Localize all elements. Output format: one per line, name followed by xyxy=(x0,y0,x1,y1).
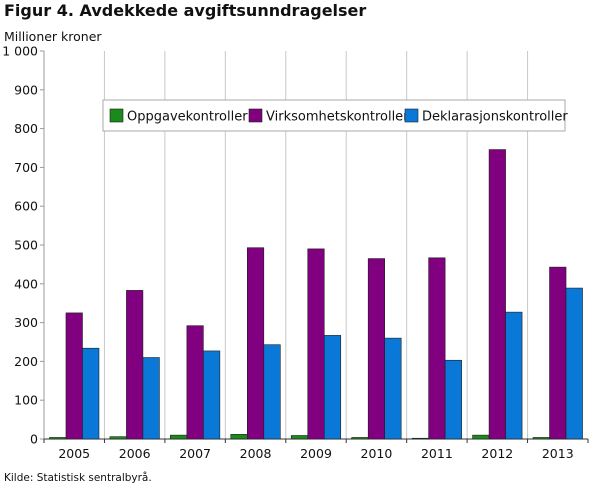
legend-swatch-virksomhetskontroller xyxy=(248,108,263,123)
x-tick-label: 2012 xyxy=(481,446,513,461)
bar-deklarasjonskontroller-2009 xyxy=(323,335,342,440)
bar-oppgavekontroller-2013 xyxy=(532,437,550,440)
y-tick-label: 1 000 xyxy=(2,44,38,59)
bar-deklarasjonskontroller-2008 xyxy=(263,344,281,440)
x-tick-label: 2009 xyxy=(300,446,332,461)
legend-label-deklarasjonskontroller: Deklarasjonskontroller xyxy=(422,110,568,125)
x-tick-label: 2005 xyxy=(58,446,90,461)
bars xyxy=(49,149,583,440)
y-axis-unit-label: Millioner kroner xyxy=(4,29,102,44)
source-note: Kilde: Statistisk sentralbyrå. xyxy=(4,472,152,484)
bar-virksomhetskontroller-2011 xyxy=(428,257,446,440)
legend: Oppgavekontroller Virksomhetskontroller De… xyxy=(102,99,568,132)
bar-deklarasjonskontroller-2010 xyxy=(384,337,402,440)
bar-virksomhetskontroller-2009 xyxy=(307,248,325,440)
x-tick-label: 2013 xyxy=(542,446,574,461)
legend-label-oppgavekontroller: Oppgavekontroller xyxy=(127,110,248,125)
bar-deklarasjonskontroller-2011 xyxy=(444,359,462,440)
x-tick-label: 2006 xyxy=(119,446,151,461)
bar-deklarasjonskontroller-2005 xyxy=(82,347,100,440)
legend-box xyxy=(102,99,566,132)
bar-oppgavekontroller-2007 xyxy=(170,434,188,440)
legend-swatch-oppgavekontroller xyxy=(109,108,124,123)
bar-virksomhetskontroller-2008 xyxy=(247,247,265,440)
bar-virksomhetskontroller-2005 xyxy=(65,312,83,440)
y-tick-label: 0 xyxy=(30,432,38,447)
bar-virksomhetskontroller-2010 xyxy=(367,258,385,440)
bar-virksomhetskontroller-2007 xyxy=(186,325,204,440)
bar-oppgavekontroller-2008 xyxy=(230,434,248,440)
x-tick-label: 2010 xyxy=(361,446,393,461)
x-tick-label: 2008 xyxy=(240,446,272,461)
chart-title: Figur 4. Avdekkede avgiftsunndragelser xyxy=(4,1,367,20)
y-tick-label: 200 xyxy=(14,354,38,369)
bar-oppgavekontroller-2011 xyxy=(411,437,429,440)
bar-deklarasjonskontroller-2007 xyxy=(203,350,221,440)
bar-virksomhetskontroller-2012 xyxy=(488,149,506,440)
y-tick-label: 300 xyxy=(14,315,38,330)
y-tick-label: 900 xyxy=(14,82,38,97)
bar-oppgavekontroller-2005 xyxy=(49,437,67,440)
bar-deklarasjonskontroller-2013 xyxy=(565,287,583,440)
y-tick-label: 100 xyxy=(14,393,38,408)
y-tick-label: 400 xyxy=(14,276,38,291)
legend-swatch-deklarasjonskontroller xyxy=(404,108,419,123)
bar-virksomhetskontroller-2006 xyxy=(126,290,144,440)
legend-label-virksomhetskontroller: Virksomhetskontroller xyxy=(266,110,409,125)
y-tick-label: 800 xyxy=(14,121,38,136)
x-tick-label: 2011 xyxy=(421,446,453,461)
bar-oppgavekontroller-2012 xyxy=(472,434,490,440)
bar-deklarasjonskontroller-2012 xyxy=(505,311,523,440)
bar-virksomhetskontroller-2013 xyxy=(549,266,567,440)
x-tick-label: 2007 xyxy=(179,446,211,461)
y-tick-label: 700 xyxy=(14,160,38,175)
bar-oppgavekontroller-2006 xyxy=(109,436,127,440)
bar-deklarasjonskontroller-2006 xyxy=(142,357,160,440)
y-tick-label: 500 xyxy=(14,238,38,253)
y-tick-label: 600 xyxy=(14,199,38,214)
bar-oppgavekontroller-2010 xyxy=(351,437,369,440)
bar-oppgavekontroller-2009 xyxy=(290,435,309,440)
